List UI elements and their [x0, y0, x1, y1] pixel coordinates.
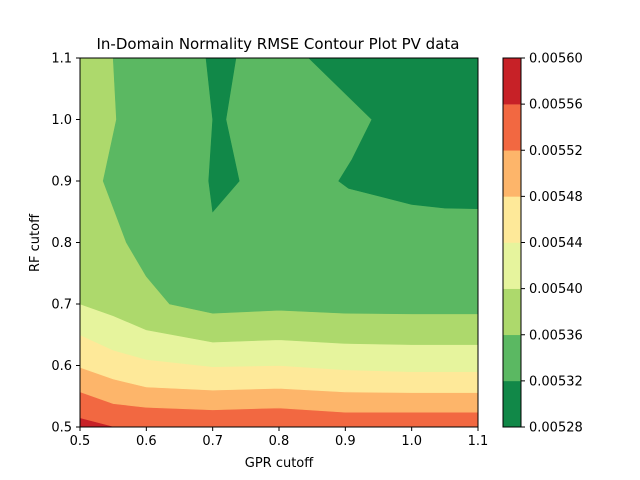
colorbar-tick-label: 0.00560: [529, 52, 583, 67]
x-axis: 0.5 0.6 0.7 0.8 0.9 1.0 1.1: [70, 427, 489, 449]
y-tick-label: 1.0: [51, 113, 72, 128]
colorbar-segment: [503, 150, 521, 197]
colorbar-tick-label: 0.00540: [529, 282, 583, 297]
y-axis: 0.5 0.6 0.7 0.8 0.9 1.0 1.1: [51, 52, 80, 436]
colorbar-segment: [503, 288, 521, 336]
x-tick-label: 1.0: [401, 434, 422, 449]
colorbar-tick-label: 0.00532: [529, 374, 583, 389]
colorbar-tick-label: 0.00556: [529, 98, 583, 113]
colorbar-tick-label: 0.00544: [529, 236, 583, 251]
colorbar-tick-label: 0.00548: [529, 190, 583, 205]
x-tick-label: 0.7: [202, 434, 223, 449]
colorbar-segment: [503, 380, 521, 428]
colorbar-segment: [503, 334, 521, 382]
colorbar: 0.00528 0.00532 0.00536 0.00540 0.00544 0.005…: [502, 52, 583, 436]
y-tick-label: 0.9: [51, 175, 72, 190]
colorbar-segment: [503, 104, 521, 151]
chart-title: In-Domain Normality RMSE Contour Plot PV…: [97, 35, 460, 53]
colorbar-segment: [503, 196, 521, 243]
x-axis-label: GPR cutoff: [245, 456, 315, 471]
y-tick-label: 1.1: [51, 52, 72, 67]
y-axis-label: RF cutoff: [28, 213, 43, 272]
colorbar-segment: [503, 242, 521, 289]
y-tick-label: 0.7: [51, 298, 72, 313]
x-tick-label: 0.9: [335, 434, 356, 449]
y-tick-label: 0.6: [51, 359, 72, 374]
colorbar-tick-label: 0.00536: [529, 328, 583, 343]
colorbar-tick-label: 0.00528: [529, 421, 583, 436]
y-tick-label: 0.5: [51, 421, 72, 436]
x-tick-label: 0.6: [136, 434, 157, 449]
x-tick-label: 0.8: [269, 434, 290, 449]
x-tick-label: 1.1: [468, 434, 489, 449]
x-tick-label: 0.5: [70, 434, 91, 449]
y-tick-label: 0.8: [51, 236, 72, 251]
colorbar-tick-label: 0.00552: [529, 144, 583, 159]
colorbar-segment: [503, 58, 521, 105]
contour-region-7: [205, 57, 240, 213]
contour-regions: [79, 57, 479, 428]
